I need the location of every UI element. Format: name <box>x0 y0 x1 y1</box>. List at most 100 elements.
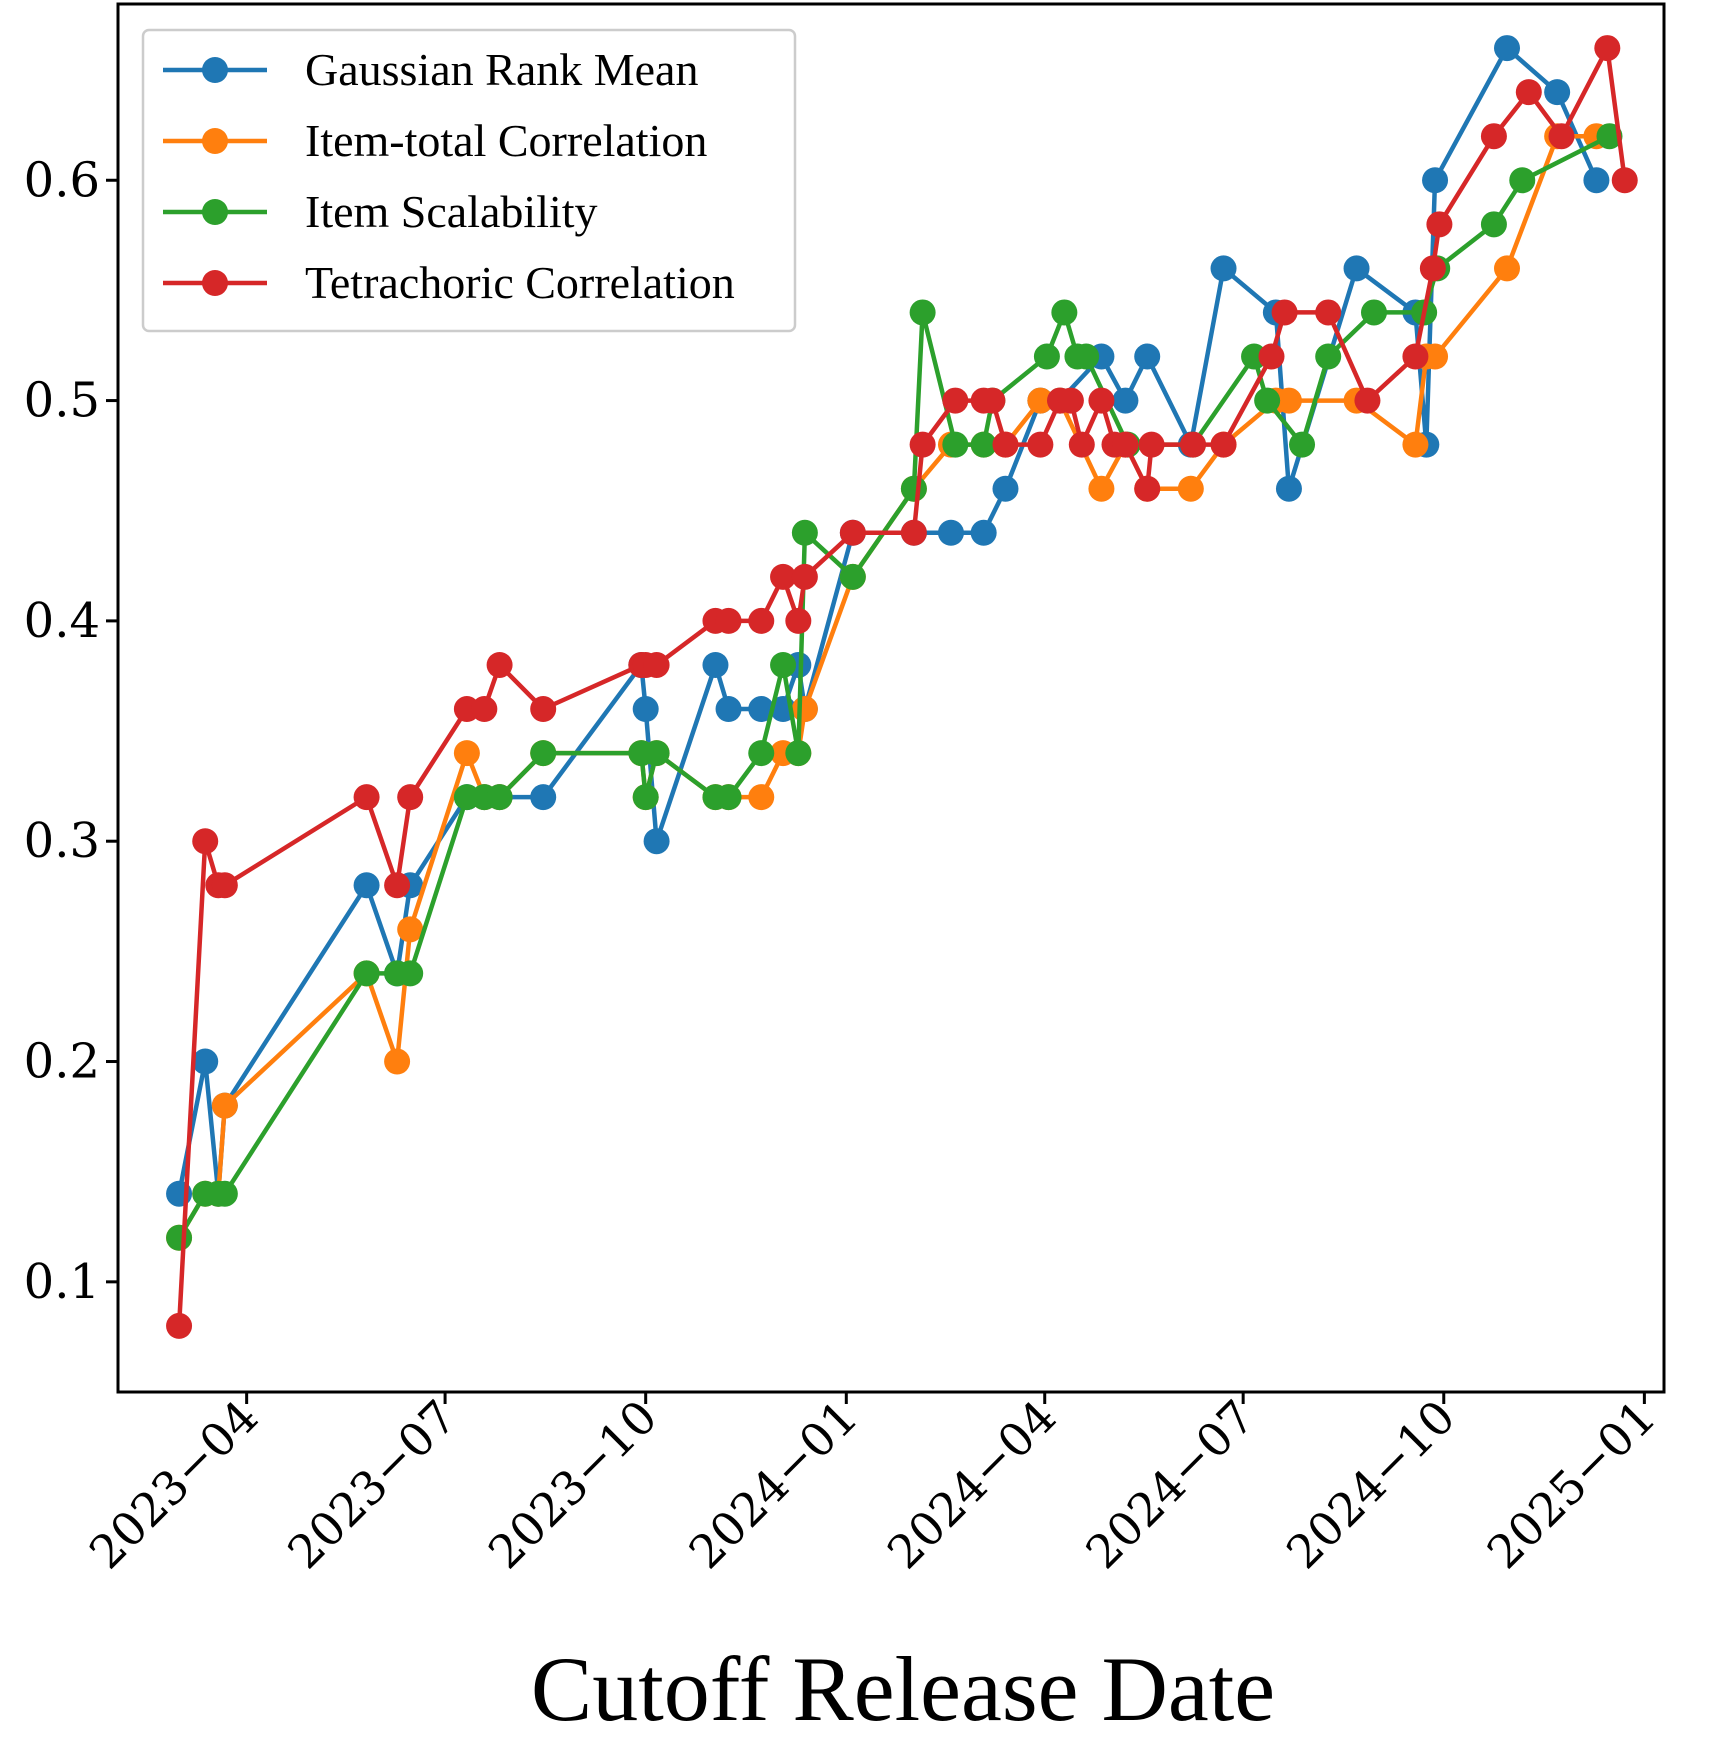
data-point <box>1258 343 1285 370</box>
y-tick-label: 0.3 <box>24 813 100 869</box>
x-tick-label: 2024−10 <box>1276 1390 1466 1580</box>
data-point <box>453 740 480 767</box>
data-point <box>486 784 513 811</box>
data-point <box>942 387 969 414</box>
data-point <box>748 696 775 723</box>
data-point <box>1315 343 1342 370</box>
data-point <box>1088 475 1115 502</box>
legend-label: Item Scalability <box>305 186 598 237</box>
data-point <box>785 607 812 634</box>
data-point <box>1548 123 1575 150</box>
legend-item: Item-total Correlation <box>163 115 707 166</box>
data-point <box>900 475 927 502</box>
data-point <box>979 387 1006 414</box>
data-point <box>353 872 380 899</box>
x-tick-label: 2023−04 <box>79 1390 269 1580</box>
data-point <box>791 563 818 590</box>
data-point <box>1134 343 1161 370</box>
data-point <box>937 519 964 546</box>
data-point <box>166 1312 193 1339</box>
data-point <box>992 475 1019 502</box>
data-point <box>353 784 380 811</box>
x-tick-label: 2024−07 <box>1075 1390 1265 1580</box>
data-point <box>1027 387 1054 414</box>
data-point <box>530 740 557 767</box>
data-point <box>1138 431 1165 458</box>
y-tick-label: 0.4 <box>24 593 100 649</box>
data-point <box>643 651 670 678</box>
data-point <box>1134 475 1161 502</box>
data-point <box>166 1224 193 1251</box>
y-tick-label: 0.5 <box>24 373 100 429</box>
x-tick-label: 2025−01 <box>1477 1390 1667 1580</box>
data-point <box>770 651 797 678</box>
data-point <box>791 519 818 546</box>
data-point <box>1422 167 1449 194</box>
legend-label: Item-total Correlation <box>305 115 707 166</box>
series-4 <box>166 35 1638 1339</box>
data-point <box>839 519 866 546</box>
data-point <box>1426 211 1453 238</box>
data-point <box>702 651 729 678</box>
data-point <box>791 696 818 723</box>
data-point <box>1289 431 1316 458</box>
data-point <box>192 1048 219 1075</box>
data-point <box>909 431 936 458</box>
data-point <box>1275 387 1302 414</box>
data-point <box>471 696 498 723</box>
y-tick-label: 0.1 <box>24 1254 100 1310</box>
legend-marker <box>202 57 228 83</box>
legend-marker <box>202 199 228 225</box>
legend-marker <box>202 270 228 296</box>
data-point <box>632 696 659 723</box>
data-point <box>909 299 936 326</box>
data-point <box>839 563 866 590</box>
x-axis: 2023−04 2023−07 2023−10 2024−01 2024−04 2024−… <box>79 1390 1666 1580</box>
data-point <box>384 1048 411 1075</box>
legend-marker <box>202 128 228 154</box>
legend-box <box>141 28 797 333</box>
data-point <box>748 607 775 634</box>
data-point <box>1515 79 1542 106</box>
legend-item: Gaussian Rank Mean <box>163 44 698 95</box>
legend-item: Tetrachoric Correlation <box>163 257 735 308</box>
data-point <box>1509 167 1536 194</box>
data-point <box>900 519 927 546</box>
data-point <box>384 872 411 899</box>
data-point <box>486 651 513 678</box>
data-point <box>785 740 812 767</box>
data-point <box>1210 431 1237 458</box>
data-point <box>748 784 775 811</box>
data-point <box>1402 431 1429 458</box>
data-point <box>1254 387 1281 414</box>
x-tick-label: 2023−10 <box>478 1390 668 1580</box>
data-point <box>643 828 670 855</box>
y-tick-label: 0.6 <box>24 152 100 208</box>
x-tick-label: 2023−07 <box>277 1390 467 1580</box>
data-point <box>192 828 219 855</box>
data-point <box>770 563 797 590</box>
data-point <box>1275 475 1302 502</box>
data-point <box>1088 387 1115 414</box>
data-point <box>1419 255 1446 282</box>
data-point <box>1033 343 1060 370</box>
data-point <box>1494 255 1521 282</box>
data-point <box>748 740 775 767</box>
data-point <box>211 872 238 899</box>
data-point <box>530 696 557 723</box>
data-point <box>1271 299 1298 326</box>
data-point <box>1611 167 1638 194</box>
data-point <box>1583 167 1610 194</box>
plot-frame <box>116 2 1666 1394</box>
data-point <box>1360 299 1387 326</box>
data-point <box>397 916 424 943</box>
data-point <box>715 607 742 634</box>
data-point <box>1315 299 1342 326</box>
data-point <box>1180 431 1207 458</box>
data-point <box>970 519 997 546</box>
data-point <box>1027 431 1054 458</box>
data-point <box>1177 475 1204 502</box>
data-point <box>211 1092 238 1119</box>
data-point <box>1480 211 1507 238</box>
